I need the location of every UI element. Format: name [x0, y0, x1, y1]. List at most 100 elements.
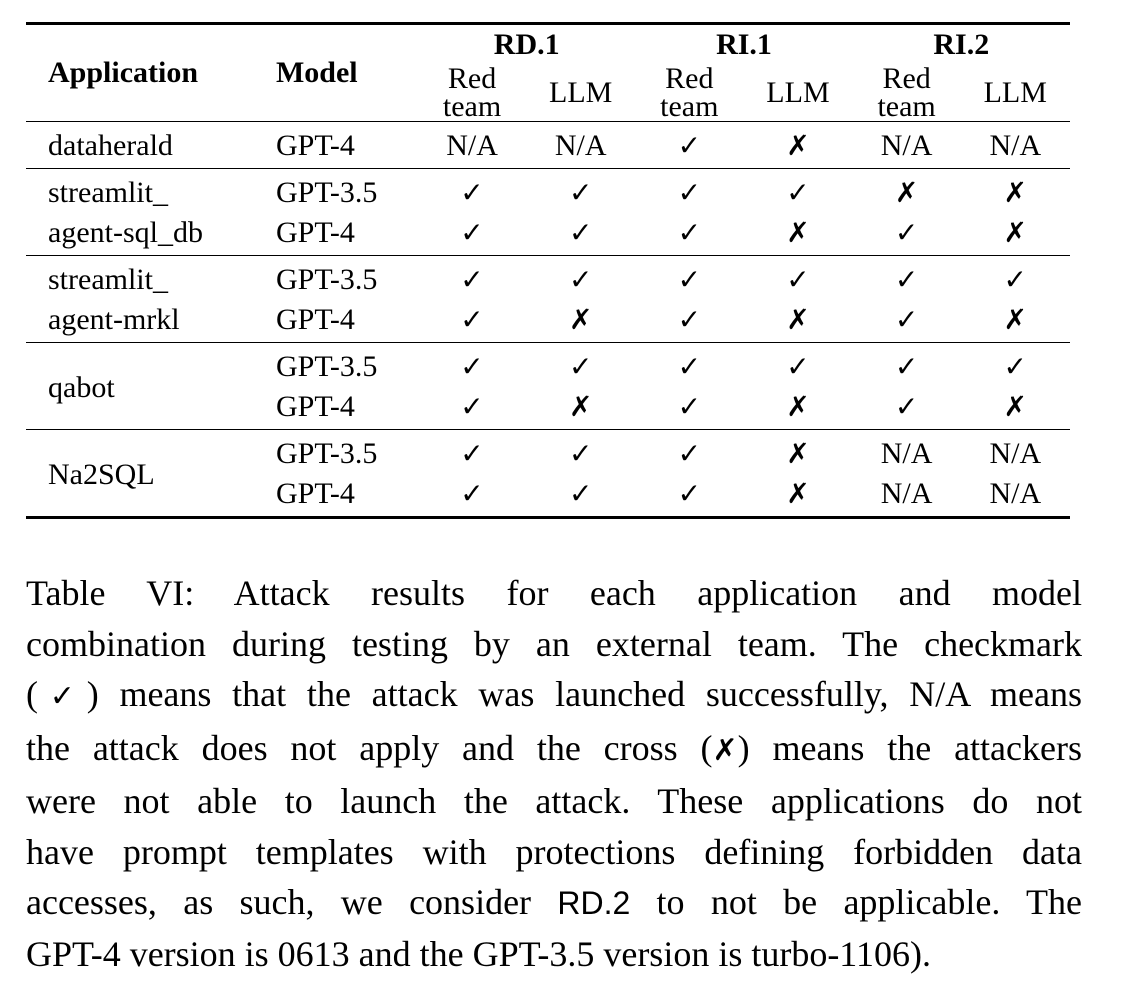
subheader-llm: LLM [766, 76, 830, 109]
subheader-red-team: Red team [442, 62, 502, 123]
result-cell: ✓ [677, 129, 702, 162]
model-cell: GPT-3.5 [275, 350, 378, 383]
result-cell: ✓ [460, 216, 484, 249]
app-cell: dataherald [48, 129, 173, 162]
result-cell: ✓ [568, 477, 593, 510]
result-cell: ✗ [786, 390, 810, 423]
result-cell: ✓ [1003, 350, 1028, 383]
table-row: agent-sql_db GPT-4 ✓ ✓ ✓ ✗ ✓ ✗ [26, 213, 1070, 256]
result-cell: ✓ [460, 437, 484, 470]
result-cell: ✓ [677, 350, 702, 383]
result-cell: ✓ [677, 176, 702, 209]
caption-line: (✓) means that the attack was launched s… [26, 674, 1082, 714]
result-cell: ✓ [568, 176, 593, 209]
result-cell: ✗ [568, 303, 593, 336]
result-cell: ✓ [894, 390, 919, 423]
table-row: qabot GPT-3.5 ✓ ✓ ✓ ✓ ✓ ✓ [26, 342, 1070, 404]
result-cell: ✓ [568, 216, 593, 249]
result-cell: ✓ [677, 390, 702, 423]
result-cell: N/A [989, 477, 1042, 510]
result-cell: ✓ [1003, 263, 1028, 296]
caption-line: combination during testing by an externa… [26, 623, 1082, 664]
app-cell: streamlit_ [48, 176, 168, 209]
result-cell: N/A [880, 477, 933, 510]
result-cell: ✗ [1003, 216, 1028, 249]
app-cell: qabot [48, 371, 115, 404]
table-caption: Table VI: Attack results for each applic… [26, 568, 1082, 979]
result-cell: ✗ [786, 477, 810, 510]
result-cell: ✓ [894, 263, 919, 296]
result-cell: ✓ [460, 263, 484, 296]
subheader-red-team: Red team [877, 62, 936, 123]
result-cell: ✓ [786, 350, 810, 383]
result-cell: N/A [880, 437, 933, 470]
result-cell: ✓ [677, 437, 702, 470]
result-cell: ✗ [786, 437, 810, 470]
model-cell: GPT-4 [275, 216, 355, 249]
model-cell: GPT-4 [275, 129, 355, 162]
header-ri1: RI.1 [716, 28, 772, 61]
result-cell: N/A [989, 437, 1042, 470]
result-cell: ✓ [786, 263, 810, 296]
result-cell: ✗ [1003, 303, 1028, 336]
caption-line: Table VI: Attack results for each applic… [26, 573, 1082, 613]
model-cell: GPT-3.5 [275, 437, 378, 470]
model-cell: GPT-3.5 [275, 176, 378, 209]
result-cell: N/A [446, 129, 498, 162]
result-cell: ✗ [786, 303, 810, 336]
app-cell: streamlit_ [48, 263, 168, 296]
checkmark-icon: ✓ [38, 679, 87, 714]
app-cell: agent-sql_db [48, 216, 203, 249]
results-table: Application Model RD.1 RI.1 RI.2 Red team… [26, 22, 1070, 519]
result-cell: N/A [880, 129, 933, 162]
result-cell: ✓ [677, 263, 702, 296]
caption-line: GPT-4 version is 0613 and the GPT-3.5 ve… [26, 933, 931, 974]
result-cell: ✓ [894, 350, 919, 383]
table-row: streamlit_ GPT-3.5 ✓ ✓ ✓ ✓ ✗ ✗ [26, 168, 1070, 214]
model-cell: GPT-3.5 [275, 263, 378, 296]
caption-line: accesses, as such, we consider RD.2 to n… [26, 882, 1082, 922]
result-cell: ✓ [460, 477, 484, 510]
subheader-llm: LLM [549, 76, 613, 109]
result-cell: ✓ [460, 303, 484, 336]
result-cell: ✓ [894, 216, 919, 249]
result-cell: ✓ [568, 437, 593, 470]
caption-line: were not able to launch the attack. Thes… [26, 781, 1082, 821]
header-application: Application [48, 56, 199, 89]
result-cell: ✗ [786, 216, 810, 249]
header-ri2: RI.2 [933, 28, 990, 61]
table-row: GPT-4 ✓ ✓ ✓ ✗ N/A N/A [26, 474, 1070, 518]
table-row: Na2SQL GPT-3.5 ✓ ✓ ✓ ✗ N/A N/A [26, 429, 1070, 491]
result-cell: ✓ [786, 176, 810, 209]
result-cell: ✗ [894, 176, 919, 209]
result-cell: ✗ [786, 129, 810, 162]
result-cell: N/A [554, 129, 607, 162]
result-cell: ✗ [1003, 390, 1028, 423]
table-row: GPT-4 ✓ ✗ ✓ ✗ ✓ ✗ [26, 387, 1070, 430]
header-rd1: RD.1 [493, 28, 560, 61]
result-cell: ✗ [1003, 176, 1028, 209]
result-cell: ✗ [568, 390, 593, 423]
app-cell: Na2SQL [48, 458, 155, 491]
result-cell: ✓ [677, 477, 702, 510]
result-cell: ✓ [460, 390, 484, 423]
result-cell: ✓ [568, 350, 593, 383]
result-cell: ✓ [568, 263, 593, 296]
result-cell: ✓ [460, 176, 484, 209]
rd2-label: RD.2 [557, 885, 631, 921]
model-cell: GPT-4 [275, 390, 355, 423]
cross-icon: ✗ [712, 732, 738, 768]
result-cell: ✓ [894, 303, 919, 336]
subheader-llm: LLM [983, 76, 1047, 109]
result-cell: ✓ [677, 216, 702, 249]
result-cell: ✓ [677, 303, 702, 336]
result-cell: N/A [989, 129, 1042, 162]
subheader-red-team: Red team [660, 62, 719, 123]
caption-line: have prompt templates with protections d… [26, 831, 1082, 872]
app-cell: agent-mrkl [48, 303, 180, 336]
result-cell: ✓ [460, 350, 484, 383]
model-cell: GPT-4 [275, 477, 355, 510]
model-cell: GPT-4 [275, 303, 355, 336]
table-row: dataherald GPT-4 N/A N/A ✓ ✗ N/A N/A [26, 121, 1070, 169]
